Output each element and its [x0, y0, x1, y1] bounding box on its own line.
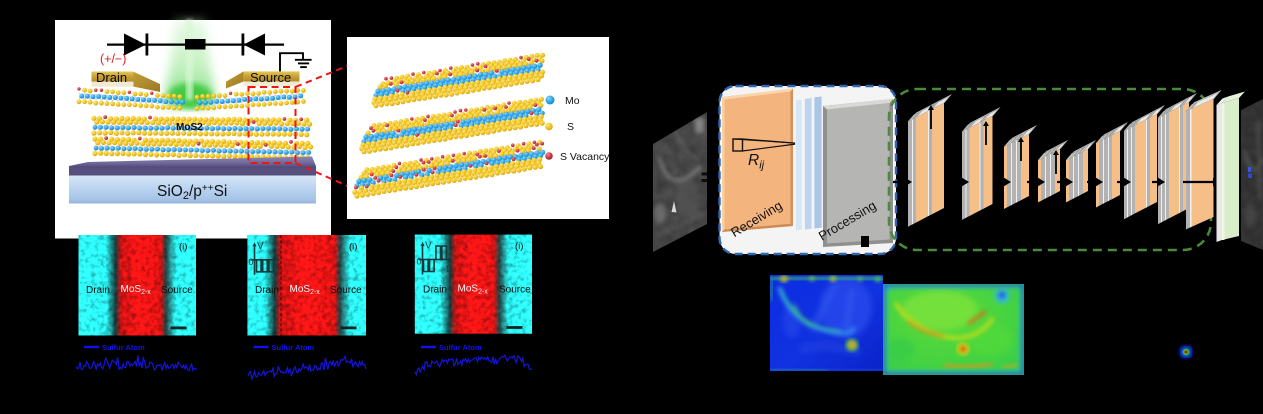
svg-text:Source: Source — [330, 285, 362, 296]
svg-text:Sulfur Atom: Sulfur Atom — [439, 343, 482, 352]
svg-text:Source: Source — [250, 70, 291, 85]
svg-text:Drain: Drain — [423, 285, 447, 296]
svg-text:Source: Source — [161, 285, 193, 296]
svg-text:Drain: Drain — [96, 70, 127, 85]
svg-text:(i): (i) — [349, 242, 357, 253]
svg-text:Drain: Drain — [86, 285, 110, 296]
svg-text:MoS2: MoS2 — [176, 122, 203, 133]
svg-text:Sulfur Atom: Sulfur Atom — [272, 343, 315, 352]
svg-text:t: t — [276, 264, 279, 275]
svg-text:SiO2/p++Si: SiO2/p++Si — [157, 183, 227, 202]
svg-text:Mo: Mo — [565, 95, 580, 107]
svg-text:Drain: Drain — [255, 285, 279, 296]
svg-text:Sulfur Atom: Sulfur Atom — [102, 343, 145, 352]
svg-text:S: S — [567, 121, 574, 133]
svg-text:V: V — [257, 241, 264, 252]
svg-text:(+/−): (+/−) — [100, 52, 126, 66]
svg-text:(i): (i) — [179, 242, 187, 253]
svg-text:0: 0 — [417, 257, 422, 267]
svg-text:Source: Source — [499, 285, 531, 296]
svg-text:t: t — [446, 264, 449, 275]
svg-text:0: 0 — [249, 257, 254, 267]
svg-text:(i): (i) — [515, 241, 523, 252]
svg-text:V: V — [425, 241, 432, 252]
svg-text:S Vacancy: S Vacancy — [560, 151, 610, 163]
